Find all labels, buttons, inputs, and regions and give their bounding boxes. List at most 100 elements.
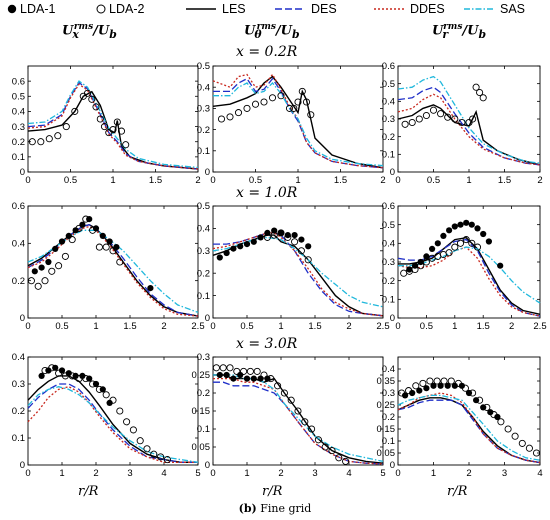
y-tick-label: 0.6 (382, 201, 395, 212)
data-point-lda-2 (251, 100, 260, 108)
data-point-lda-2 (68, 236, 76, 244)
series-line-des (213, 77, 384, 169)
x-tick-label: 2 (346, 321, 351, 332)
data-point-lda-1 (474, 225, 481, 232)
data-point-lda-1 (52, 245, 59, 252)
data-point-lda-2 (27, 277, 35, 285)
data-point-lda-2 (451, 243, 459, 251)
row-title-x10: x = 1.0R (233, 185, 301, 201)
y-tick-label: 0.6 (382, 61, 395, 72)
data-point-lda-2 (41, 277, 49, 285)
y-tick-label: 0 (390, 460, 395, 471)
data-point-lda-1 (230, 245, 237, 252)
x-axis-label-col3: r/R (447, 484, 468, 499)
y-tick-label: 0.6 (12, 76, 25, 87)
y-tick-label: 0.5 (197, 201, 210, 212)
x-tick-label: 0 (395, 175, 400, 186)
series-line-sas (397, 394, 541, 461)
x-tick-label: 1 (278, 321, 283, 332)
data-point-lda-2 (217, 115, 226, 123)
series-line-les (397, 104, 541, 166)
axes-frame (27, 356, 199, 466)
data-point-lda-2 (429, 106, 438, 114)
data-point-lda-2 (304, 256, 312, 264)
data-point-lda-2 (143, 445, 151, 453)
series-line-des (27, 224, 199, 317)
data-point-lda-1 (216, 254, 223, 261)
y-tick-label: 0.05 (192, 442, 211, 453)
data-point-lda-2 (287, 396, 295, 404)
legend-symbol-lda2 (96, 4, 106, 14)
data-point-lda-1 (423, 385, 430, 392)
data-point-lda-1 (485, 238, 492, 245)
y-tick-label: 0.2 (382, 132, 395, 143)
data-point-lda-2 (122, 141, 130, 149)
data-point-lda-1 (468, 221, 475, 228)
data-point-lda-2 (34, 282, 42, 290)
y-tick-label: 0.4 (12, 352, 25, 363)
x-tick-label: 2 (195, 175, 200, 186)
data-point-lda-2 (89, 380, 97, 388)
data-point-lda-1 (58, 367, 66, 374)
data-point-lda-1 (223, 249, 230, 257)
x-axis-label-col1: r/R (78, 484, 99, 499)
data-point-lda-2 (55, 262, 63, 270)
data-point-lda-1 (113, 244, 120, 251)
data-point-lda-2 (117, 127, 126, 135)
data-point-lda-2 (45, 135, 53, 143)
x-tick-label: 1.5 (123, 321, 136, 332)
y-tick-label: 0.3 (382, 114, 395, 125)
y-tick-label: 0.1 (197, 424, 210, 435)
y-tick-label: 0.4 (382, 364, 395, 375)
data-point-lda-2 (82, 215, 90, 223)
data-point-lda-2 (440, 377, 448, 385)
data-point-lda-1 (237, 243, 244, 250)
data-point-lda-1 (65, 232, 72, 239)
y-tick-label: 0 (205, 167, 210, 178)
x-tick-label: 5 (380, 468, 385, 479)
data-point-lda-1 (58, 238, 66, 245)
data-point-lda-2 (412, 382, 420, 390)
data-point-lda-2 (532, 449, 541, 457)
data-point-lda-2 (497, 418, 505, 426)
x-tick-label: 0.5 (64, 175, 77, 186)
data-point-lda-2 (422, 111, 430, 120)
data-point-lda-2 (291, 238, 299, 246)
data-point-lda-2 (68, 372, 76, 380)
data-point-lda-1 (434, 240, 441, 247)
panel-row1-col1: 0 0.5 1 1.5 2 0 0.1 0.2 0.3 0.4 0.5 0.6 (12, 65, 201, 186)
data-point-lda-2 (294, 98, 302, 106)
data-point-lda-1 (406, 266, 413, 273)
data-point-lda-2 (408, 118, 416, 127)
data-point-lda-2 (419, 379, 427, 387)
data-point-lda-1 (291, 232, 298, 239)
data-point-lda-2 (71, 107, 79, 115)
x-tick-label: 2 (278, 468, 283, 479)
data-point-lda-1 (298, 236, 305, 243)
legend-label-des: DES (311, 2, 337, 16)
data-point-lda-1 (305, 243, 312, 250)
data-point-lda-2 (88, 95, 96, 103)
data-point-lda-2 (290, 104, 298, 112)
data-point-lda-2 (445, 249, 453, 257)
data-point-lda-2 (116, 258, 124, 266)
data-point-lda-2 (476, 88, 484, 97)
x-tick-label: 1 (466, 175, 471, 186)
y-tick-label: 0 (390, 167, 395, 178)
axes-frame (212, 205, 384, 319)
data-point-lda-2 (260, 371, 268, 379)
data-point-lda-2 (461, 384, 469, 392)
series-line-sas (27, 80, 199, 169)
axes-frame (27, 65, 199, 173)
data-point-lda-2 (473, 243, 482, 251)
data-point-lda-2 (411, 265, 419, 274)
axes-frame (397, 356, 541, 466)
y-tick-label: 0.3 (197, 104, 210, 115)
y-tick-label: 0.3 (12, 122, 25, 133)
data-point-lda-1 (423, 253, 430, 260)
y-tick-label: 0 (205, 313, 210, 324)
data-point-lda-2 (398, 389, 406, 397)
data-point-lda-2 (234, 109, 243, 117)
data-point-lda-2 (433, 377, 441, 385)
